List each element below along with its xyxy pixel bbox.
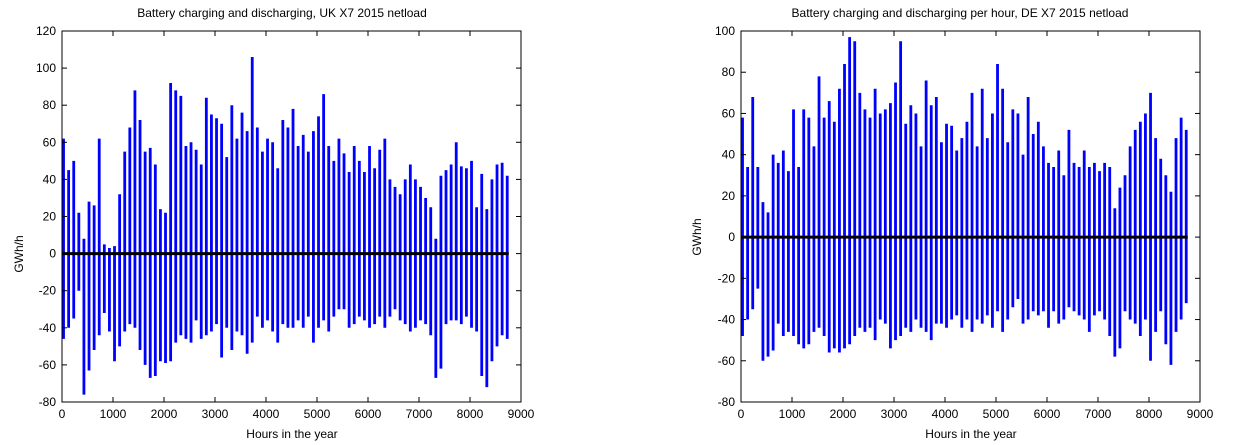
y-axis-label: GWh/h	[690, 218, 704, 255]
x-tick-label: 5000	[983, 407, 1010, 421]
x-tick-label: 2000	[151, 407, 178, 421]
y-tick-label: 80	[722, 65, 736, 79]
x-tick-label: 6000	[1034, 407, 1061, 421]
chart-de: Battery charging and discharging per hou…	[690, 6, 1214, 441]
y-tick-label: 0	[728, 230, 735, 244]
y-tick-label: -80	[718, 395, 736, 409]
y-tick-label: -40	[39, 321, 57, 335]
x-tick-label: 0	[738, 407, 745, 421]
y-tick-label: 100	[36, 61, 56, 75]
y-tick-label: 100	[715, 24, 735, 38]
x-axis-label: Hours in the year	[246, 427, 337, 441]
chart-title: Battery charging and discharging, UK X7 …	[137, 6, 427, 20]
chart-uk: Battery charging and discharging, UK X7 …	[12, 6, 535, 441]
x-tick-label: 7000	[1085, 407, 1112, 421]
y-tick-label: -80	[39, 395, 57, 409]
x-tick-label: 8000	[1136, 407, 1163, 421]
y-tick-label: 60	[43, 135, 57, 149]
x-tick-label: 1000	[779, 407, 806, 421]
x-tick-label: 4000	[932, 407, 959, 421]
x-tick-label: 6000	[355, 407, 382, 421]
x-tick-label: 9000	[1187, 407, 1214, 421]
plot-frame	[740, 30, 1201, 403]
x-axis-label: Hours in the year	[925, 427, 1016, 441]
x-tick-label: 5000	[304, 407, 331, 421]
plot-area: 0 1000 2000 3000 4000 5000 6000 7000 8000 9000-80…	[715, 24, 1214, 421]
y-tick-label: 20	[43, 210, 57, 224]
y-tick-label: 60	[722, 106, 736, 120]
y-tick-label: -40	[718, 313, 736, 327]
x-tick-label: 3000	[881, 407, 908, 421]
y-tick-label: 40	[722, 148, 736, 162]
plot-area: 0 1000 2000 3000 4000 5000 6000 7000 8000 9000-80…	[36, 24, 535, 421]
y-axis-label: GWh/h	[12, 235, 26, 272]
y-tick-label: 80	[43, 98, 57, 112]
x-tick-label: 2000	[830, 407, 857, 421]
chart-title: Battery charging and discharging per hou…	[792, 6, 1129, 20]
y-tick-label: -20	[39, 284, 57, 298]
x-tick-label: 3000	[202, 407, 229, 421]
y-tick-label: 40	[43, 172, 57, 186]
y-tick-label: -60	[718, 354, 736, 368]
x-tick-label: 0	[59, 407, 66, 421]
x-tick-label: 1000	[100, 407, 127, 421]
y-tick-label: 120	[36, 24, 56, 38]
x-tick-label: 9000	[508, 407, 535, 421]
y-tick-label: -20	[718, 271, 736, 285]
x-tick-label: 4000	[253, 407, 280, 421]
y-tick-label: 20	[722, 189, 736, 203]
x-tick-label: 7000	[406, 407, 433, 421]
y-tick-label: -60	[39, 358, 57, 372]
x-tick-label: 8000	[457, 407, 484, 421]
y-tick-label: 0	[49, 247, 56, 261]
